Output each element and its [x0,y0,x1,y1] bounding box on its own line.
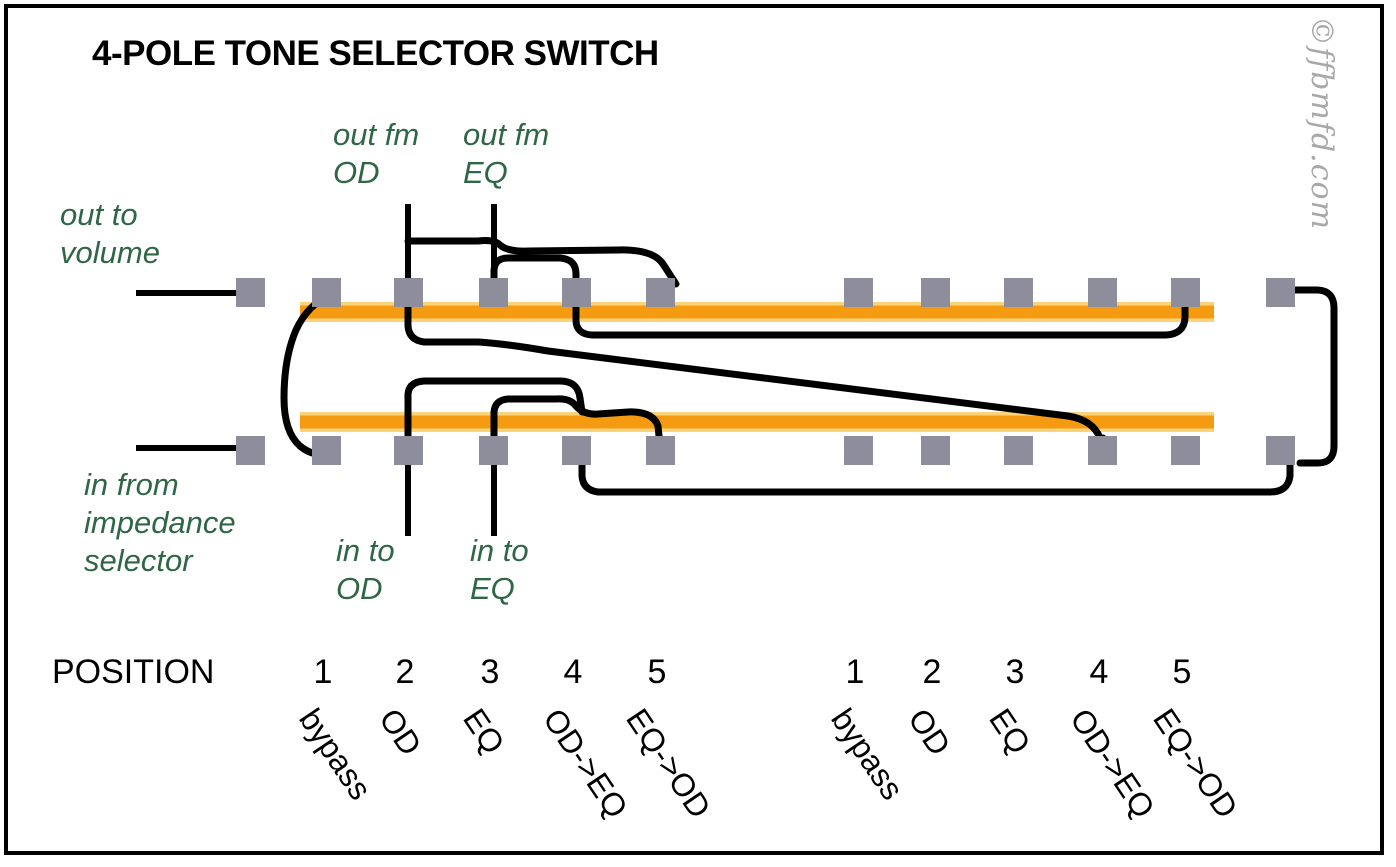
pad-upper-right-5[interactable] [1171,278,1200,307]
wire-upper-diagonal-to-right [404,280,1107,456]
pad-lower-right-3[interactable] [1004,436,1033,465]
schematic-canvas: .wire{fill:none;stroke:#000;stroke-width… [136,204,1338,536]
pad-upper-right-4[interactable] [1088,278,1117,307]
position-row-label: POSITION [52,653,215,691]
page-title: 4-POLE TONE SELECTOR SWITCH [92,34,659,73]
posnum-right-3: 3 [1005,653,1025,691]
wire-right-return-loop [1282,286,1338,467]
pad-lower-right-2[interactable] [921,436,950,465]
posnum-right-5: 5 [1172,653,1192,691]
wire-upper-od-bus [404,237,680,288]
pad-upper-left-3[interactable] [479,278,508,307]
pad-lower-right-4[interactable] [1088,436,1117,465]
wire-lower-pad4-to-right [578,450,1294,496]
wire-lower-od-bus [404,377,586,458]
label-out-fm-od: out fm OD [333,117,420,190]
pad-upper-right-3[interactable] [1004,278,1033,307]
pad-upper-left-1[interactable] [312,278,341,307]
label-in-from-impedance-selector: in from impedance selector [84,467,236,578]
wire-upper-pad4-to-right-pad5 [572,286,1189,339]
pad-lower-common[interactable] [236,436,265,465]
diagram-frame: 4-POLE TONE SELECTOR SWITCH ©ffbmfd.com … [4,4,1384,855]
pad-upper-left-5[interactable] [646,278,675,307]
posnum-left-5: 5 [647,653,667,691]
pad-upper-left-4[interactable] [562,278,591,307]
pad-upper-right-1[interactable] [844,278,873,307]
posnum-right-4: 4 [1089,653,1109,691]
pad-lower-left-5[interactable] [646,436,675,465]
pad-lower-right-5[interactable] [1171,436,1200,465]
posnum-left-2: 2 [395,653,415,691]
pad-lower-left-2[interactable] [394,436,423,465]
wire-lower-eq-hook [490,395,664,458]
label-in-to-eq: in to EQ [470,533,529,606]
pad-lower-left-4[interactable] [562,436,591,465]
wire-left-common-link [280,291,335,458]
posnum-right-1: 1 [845,653,865,691]
pad-upper-right-2[interactable] [921,278,950,307]
pad-upper-far-right[interactable] [1266,278,1295,307]
pad-upper-common[interactable] [236,278,265,307]
label-out-to-volume: out to volume [60,197,160,270]
pad-lower-right-1[interactable] [844,436,873,465]
pad-lower-left-3[interactable] [479,436,508,465]
posnum-left-1: 1 [313,653,333,691]
pad-lower-far-right[interactable] [1266,436,1295,465]
wire-upper-eq-hook [490,254,580,302]
posnum-left-4: 4 [563,653,583,691]
posnum-right-2: 2 [922,653,942,691]
label-out-fm-eq: out fm EQ [463,117,550,190]
pad-upper-left-2[interactable] [394,278,423,307]
pad-lower-left-1[interactable] [312,436,341,465]
label-in-to-od: in to OD [336,533,395,606]
posnum-left-3: 3 [480,653,500,691]
